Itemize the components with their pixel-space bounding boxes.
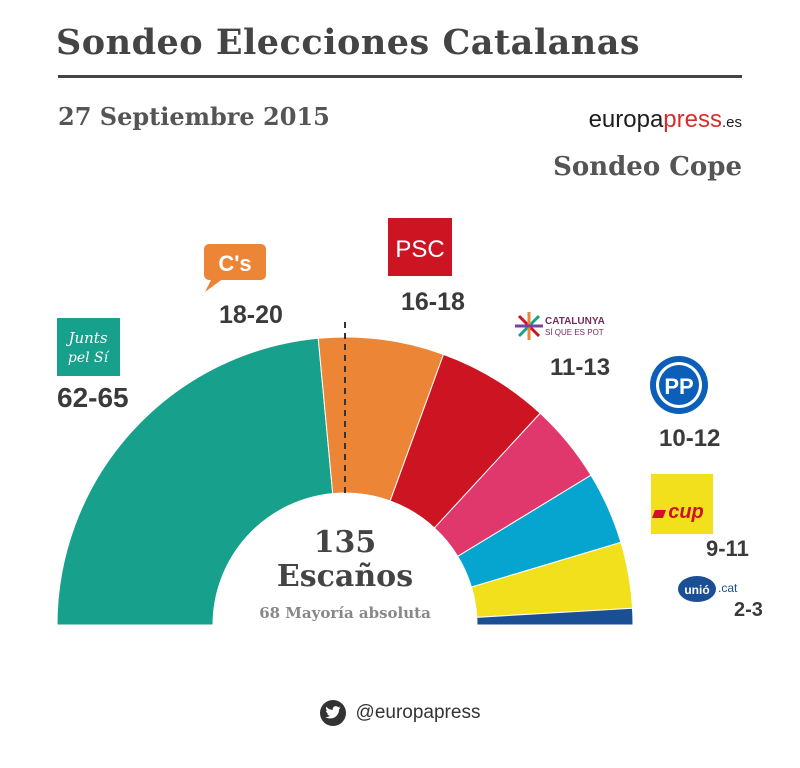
title-underline <box>58 75 742 78</box>
unio-range: 2-3 <box>734 599 763 621</box>
total-seats-label: Escaños <box>277 559 413 594</box>
poll-date: 27 Septiembre 2015 <box>58 102 330 131</box>
unio-logo-text: unió <box>684 583 709 597</box>
cup-range: 9-11 <box>706 536 749 561</box>
junts-pel-si-logo: Junts pel Sí <box>57 318 120 376</box>
cs-logo-text: C's <box>218 251 251 276</box>
brand-part-1: europa <box>588 106 664 133</box>
pp-logo-text: PP <box>664 374 693 399</box>
pp-range: 10-12 <box>659 425 720 452</box>
junts-logo-line1: Junts <box>65 329 107 347</box>
footer: @europapress <box>0 700 800 726</box>
cs-logo: C's <box>204 244 266 292</box>
pp-logo: PP <box>650 356 708 414</box>
brand-part-3: .es <box>721 114 742 131</box>
unio-logo: unió .cat <box>678 576 738 602</box>
psc-logo: PSC <box>388 218 452 276</box>
unio-logo-suffix: .cat <box>718 581 738 595</box>
twitter-handle[interactable]: @europapress <box>355 702 481 723</box>
catalunya-logo-line2: SÍ QUE ES POT <box>545 328 604 337</box>
total-seats-number: 135 <box>314 525 377 560</box>
poll-source: Sondeo Cope <box>553 152 742 182</box>
junts-logo-line2: pel Sí <box>68 350 110 366</box>
seat-arc-6 <box>476 607 634 626</box>
cs-range: 18-20 <box>219 301 283 329</box>
catalunya-si-que-es-pot-logo: CATALUNYA SÍ QUE ES POT <box>515 312 605 340</box>
chart-title: Sondeo Elecciones Catalanas <box>56 22 641 63</box>
catalunya-range: 11-13 <box>550 354 610 381</box>
catalunya-logo-line1: CATALUNYA <box>545 316 605 327</box>
seat-arcs <box>56 336 634 626</box>
brand-logo[interactable]: europapress.es <box>589 106 742 134</box>
brand-part-2: press <box>663 106 722 133</box>
psc-logo-text: PSC <box>395 236 444 263</box>
junts-range: 62-65 <box>57 382 129 413</box>
star-icon <box>515 312 543 340</box>
twitter-icon[interactable] <box>319 700 346 726</box>
psc-range: 16-18 <box>401 288 465 316</box>
cup-logo: cup <box>651 474 713 534</box>
cup-logo-text: cup <box>668 501 704 523</box>
seat-arc-0 <box>56 337 334 626</box>
majority-label: 68 Mayoría absoluta <box>259 604 431 622</box>
